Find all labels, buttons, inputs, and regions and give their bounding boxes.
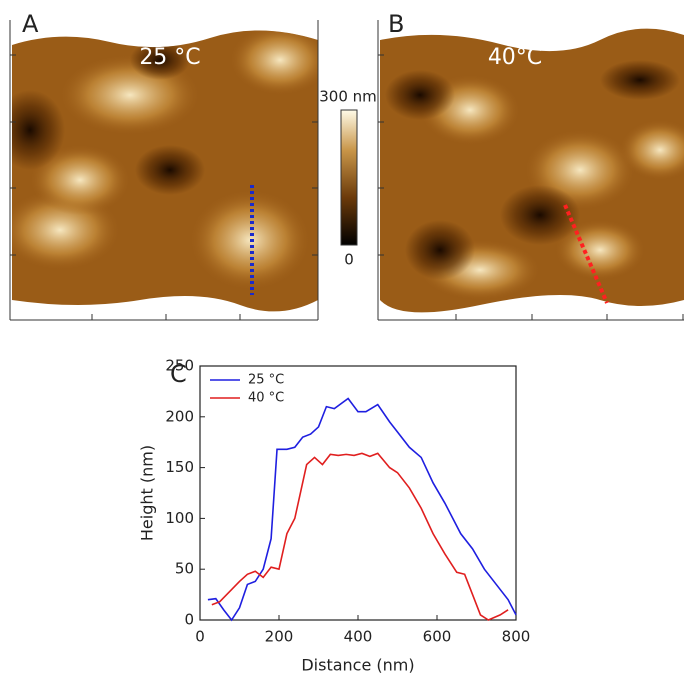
x-tick-label: 400 — [344, 628, 373, 646]
series-line — [211, 452, 509, 621]
afm-panel-a: A 25 °C — [9, 10, 319, 321]
colorbar-min: 0 — [344, 251, 354, 269]
colorbar-max: 300 nm — [319, 88, 377, 106]
x-tick-label: 800 — [502, 628, 531, 646]
y-tick-label: 250 — [165, 357, 194, 375]
legend-label: 40 °C — [248, 391, 284, 406]
panel-label: C — [170, 360, 187, 388]
panel-temperature: 25 °C — [139, 45, 200, 70]
y-tick-label: 0 — [184, 611, 194, 629]
y-tick-label: 100 — [165, 509, 194, 527]
y-tick-label: 200 — [165, 407, 194, 425]
y-axis-label: Height (nm) — [138, 445, 157, 541]
panel-label: B — [388, 10, 404, 38]
line-chart: C Distance (nm) Height (nm) 0 200 400 600 80… — [138, 357, 531, 675]
x-tick-label: 600 — [423, 628, 452, 646]
x-axis-label: Distance (nm) — [301, 656, 414, 675]
y-tick-label: 150 — [165, 458, 194, 476]
legend-label: 25 °C — [248, 373, 284, 388]
series-line — [207, 397, 517, 622]
y-tick-label: 50 — [175, 560, 194, 578]
afm-panel-b: B 40°C — [377, 10, 684, 321]
x-tick-label: 200 — [265, 628, 294, 646]
colorbar: 300 nm 0 — [319, 88, 377, 269]
panel-label: A — [22, 10, 39, 38]
panel-temperature: 40°C — [488, 45, 542, 70]
x-tick-label: 0 — [195, 628, 205, 646]
